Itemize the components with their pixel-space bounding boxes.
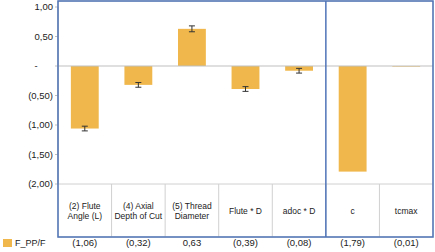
group-divider	[325, 1, 327, 237]
error-line	[84, 126, 85, 131]
category-divider	[272, 184, 273, 237]
error-bar	[296, 68, 302, 73]
error-line	[299, 68, 300, 73]
error-cap	[189, 31, 195, 32]
y-tick-label: (1,00)	[28, 119, 53, 130]
error-cap	[296, 68, 302, 69]
group-frame	[58, 1, 433, 237]
y-tick-label: 1,00	[35, 1, 54, 12]
bar	[71, 66, 99, 129]
error-line	[245, 87, 246, 92]
category-label: c	[326, 185, 380, 236]
data-label: (0,39)	[233, 237, 258, 248]
bar	[178, 29, 206, 66]
error-cap	[135, 87, 141, 88]
plot-frame	[58, 1, 433, 237]
error-cap	[82, 126, 88, 127]
error-cap	[82, 130, 88, 131]
category-label: (2) Flute Angle (L)	[58, 185, 112, 236]
category-divider	[111, 184, 112, 237]
error-bar	[135, 83, 141, 88]
data-label: (1,06)	[72, 237, 97, 248]
y-tick-label: 0,50	[35, 31, 54, 42]
bar	[124, 66, 152, 85]
category-label: (4) Axial Depth of Cut	[112, 185, 166, 236]
bar	[339, 66, 367, 172]
error-cap	[243, 91, 249, 92]
error-bar	[189, 26, 195, 32]
category-divider	[165, 184, 166, 237]
bar	[232, 66, 260, 89]
zero-line	[58, 66, 433, 67]
data-label: (0,01)	[394, 237, 419, 248]
y-tick-label: (1,50)	[28, 149, 53, 160]
error-line	[191, 26, 192, 32]
chart: 1,00 0,50 - (0,50) (1,00) (1,50) (2,00) F_PP/F (…	[0, 0, 435, 252]
data-label: 0,63	[183, 237, 202, 248]
data-label: (1,79)	[340, 237, 365, 248]
category-label: tcmax	[379, 185, 433, 236]
category-label: adoc * D	[272, 185, 326, 236]
error-cap	[189, 25, 195, 26]
category-top	[58, 184, 433, 185]
error-bar	[82, 126, 88, 131]
y-tick-label: -	[34, 60, 37, 71]
error-bar	[243, 87, 249, 92]
category-divider	[218, 184, 219, 237]
bars	[71, 26, 420, 172]
error-cap	[243, 86, 249, 87]
data-label: (0,32)	[126, 237, 151, 248]
error-cap	[296, 73, 302, 74]
legend-swatch	[3, 239, 12, 247]
category-divider	[379, 184, 380, 237]
error-cap	[135, 82, 141, 83]
legend-label: F_PP/F	[15, 238, 46, 248]
error-line	[138, 83, 139, 88]
category-label: Flute * D	[219, 185, 273, 236]
category-label: (5) Thread Diameter	[165, 185, 219, 236]
y-tick-label: (0,50)	[28, 90, 53, 101]
y-tick-label: (2,00)	[28, 178, 53, 189]
data-label: (0,08)	[287, 237, 312, 248]
